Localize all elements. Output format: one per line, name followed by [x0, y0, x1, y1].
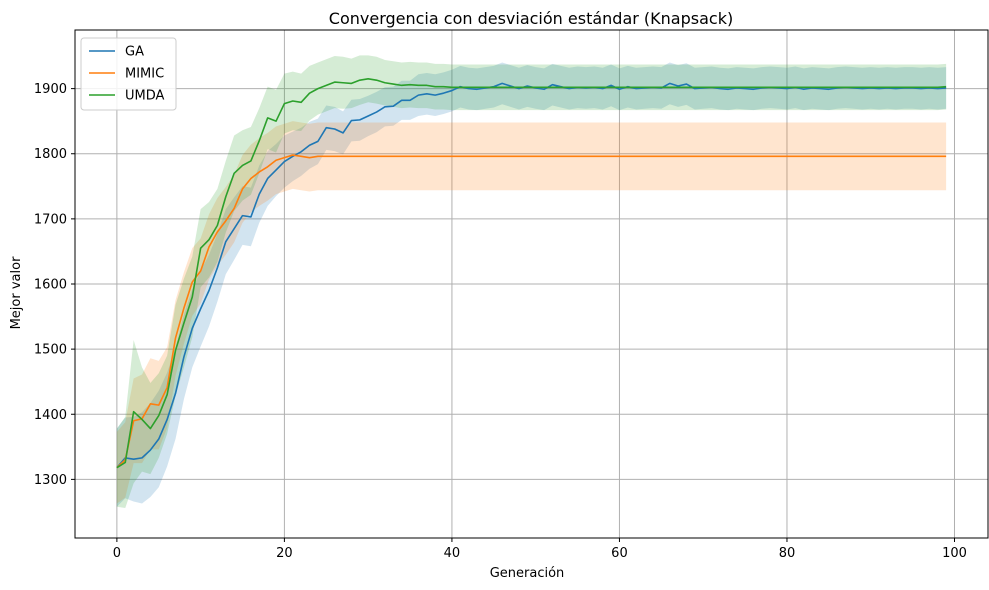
y-axis-label: Mejor valor: [9, 256, 24, 329]
y-axis-ticks: 1300 1400 1500 1600 1700 1800 1900: [34, 82, 75, 488]
std-bands: [116, 55, 947, 509]
y-tick-label: 1800: [34, 147, 67, 162]
x-axis-ticks: 0 20 40 60 80 100: [113, 538, 967, 561]
legend: GA MIMIC UMDA: [80, 37, 177, 111]
y-tick-label: 1300: [34, 473, 67, 488]
x-axis-label: Generación: [490, 566, 565, 581]
legend-label-ga: GA: [125, 45, 144, 60]
legend-box: [80, 37, 177, 111]
std-band-umda: [116, 55, 947, 509]
legend-label-umda: UMDA: [125, 89, 165, 104]
x-tick-label: 60: [611, 546, 628, 561]
series-line-umda: [116, 78, 947, 469]
x-tick-label: 100: [942, 546, 967, 561]
legend-label-mimic: MIMIC: [125, 67, 164, 82]
std-band-mimic: [116, 121, 947, 504]
chart-title: Convergencia con desviación estándar (Kn…: [329, 9, 733, 28]
y-tick-label: 1900: [34, 82, 67, 97]
series-line-mimic: [116, 154, 947, 469]
x-tick-label: 20: [276, 546, 293, 561]
series-lines: [116, 78, 947, 469]
y-tick-label: 1500: [34, 343, 67, 358]
x-tick-label: 0: [113, 546, 121, 561]
y-tick-label: 1700: [34, 212, 67, 227]
x-tick-label: 40: [444, 546, 461, 561]
y-tick-label: 1400: [34, 408, 67, 423]
std-band-ga: [116, 62, 947, 507]
y-tick-label: 1600: [34, 278, 67, 293]
x-tick-label: 80: [779, 546, 796, 561]
